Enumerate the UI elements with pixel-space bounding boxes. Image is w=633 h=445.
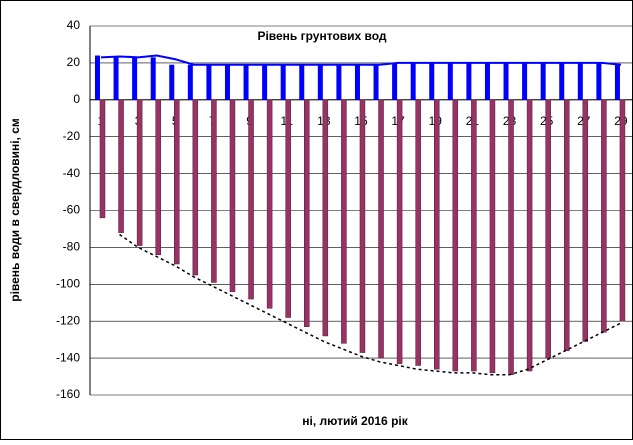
bar — [299, 64, 305, 100]
bar — [192, 99, 199, 276]
bar — [503, 62, 509, 100]
line — [100, 54, 622, 66]
plot-area: -160-140-120-100-80-60-40-20020401357911… — [56, 18, 633, 401]
bar — [559, 62, 565, 100]
bar — [206, 64, 212, 100]
y-tick-label: -120 — [56, 313, 80, 327]
y-tick-label: 40 — [67, 18, 81, 32]
bar — [526, 99, 533, 372]
bar — [280, 64, 286, 100]
y-tick-label: 20 — [67, 55, 81, 69]
bar — [545, 99, 551, 359]
bar — [169, 64, 175, 100]
bar — [508, 99, 514, 375]
bar — [118, 99, 124, 233]
bar — [248, 99, 254, 300]
bar — [410, 62, 416, 100]
bar — [229, 99, 236, 292]
bar — [266, 99, 273, 309]
bar — [563, 99, 570, 351]
y-tick-label: -140 — [56, 350, 80, 364]
bar — [522, 62, 528, 100]
bar — [466, 62, 472, 100]
bar — [285, 99, 291, 318]
bar — [187, 64, 193, 100]
bar — [336, 64, 342, 100]
bar — [489, 99, 496, 374]
bar — [136, 99, 143, 246]
y-axis-label: рівень води в свердловині, см — [8, 118, 22, 302]
bar — [99, 99, 106, 219]
bar — [447, 62, 453, 100]
bar — [429, 62, 435, 100]
y-tick-label: -100 — [56, 276, 80, 290]
bar — [317, 64, 323, 100]
bar — [224, 64, 230, 100]
bar — [155, 99, 161, 256]
bar — [392, 62, 398, 100]
y-tick-label: -160 — [56, 387, 80, 401]
bar — [304, 99, 310, 327]
y-tick-label: -80 — [63, 240, 81, 254]
x-axis-label: ні, лютий 2016 рік — [302, 414, 408, 428]
bar — [359, 99, 366, 353]
bar — [540, 62, 546, 100]
bar — [619, 99, 626, 322]
bar — [113, 57, 119, 100]
bar — [614, 64, 620, 100]
y-tick-label: -20 — [63, 129, 81, 143]
bar — [243, 64, 249, 100]
bar — [354, 64, 360, 100]
bar — [577, 62, 583, 100]
y-tick-label: -40 — [63, 166, 81, 180]
line — [119, 233, 622, 376]
bar — [174, 99, 180, 265]
chart-title: Рівень грунтових вод — [257, 29, 386, 43]
bar — [132, 57, 138, 100]
bar — [211, 99, 217, 283]
bar — [341, 99, 347, 344]
bar — [262, 64, 268, 100]
y-tick-label: -60 — [63, 203, 81, 217]
y-tick-label: 0 — [73, 92, 80, 106]
bar — [452, 99, 459, 372]
bar — [582, 99, 589, 342]
bar — [433, 99, 440, 370]
bar — [484, 62, 490, 100]
bar — [373, 64, 379, 100]
bar — [415, 99, 421, 366]
bar — [471, 99, 477, 372]
bar — [596, 62, 602, 100]
bar — [150, 57, 156, 100]
bar — [378, 99, 384, 359]
bar — [601, 99, 607, 333]
bar — [94, 55, 100, 100]
bar — [322, 99, 329, 337]
bar — [396, 99, 403, 364]
